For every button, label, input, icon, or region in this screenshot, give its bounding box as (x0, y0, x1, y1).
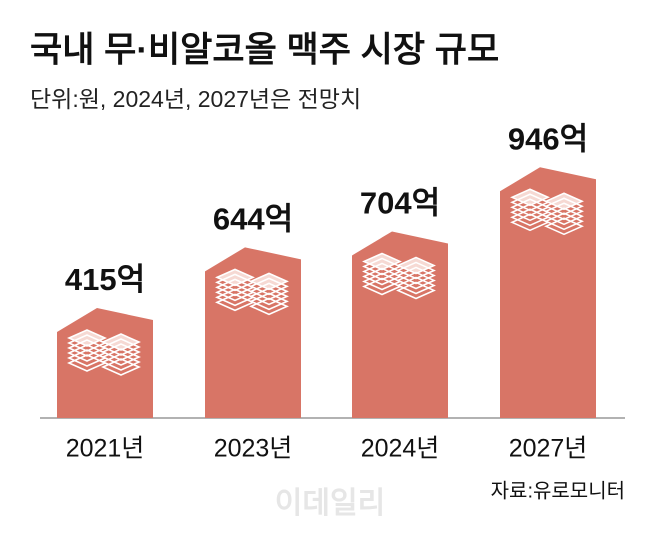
value-label: 415억 (65, 262, 145, 297)
bar (205, 247, 301, 418)
paper-icon (249, 297, 289, 316)
value-label: 704억 (360, 186, 440, 221)
value-label: 946억 (508, 121, 588, 156)
bar (352, 231, 448, 418)
paper-icon (396, 276, 436, 295)
paper-icon (396, 281, 436, 300)
source: 자료:유로모니터 (491, 479, 625, 502)
paper-icon (544, 217, 584, 236)
paper-icon (249, 292, 289, 311)
paper-icon (101, 358, 141, 376)
x-tick-label: 2024년 (361, 435, 440, 463)
x-tick-label: 2021년 (66, 435, 145, 463)
paper-icon (101, 353, 141, 371)
paper-icon (544, 212, 584, 231)
value-label: 644억 (213, 202, 293, 237)
watermark: 이데일리 (275, 487, 385, 520)
x-tick-label: 2027년 (509, 435, 588, 463)
chart-subtitle: 단위:원, 2024년, 2027년은 전망치 (30, 86, 361, 112)
x-tick-label: 2023년 (214, 435, 293, 463)
chart-title: 국내 무·비알코올 맥주 시장 규모 (30, 30, 499, 69)
